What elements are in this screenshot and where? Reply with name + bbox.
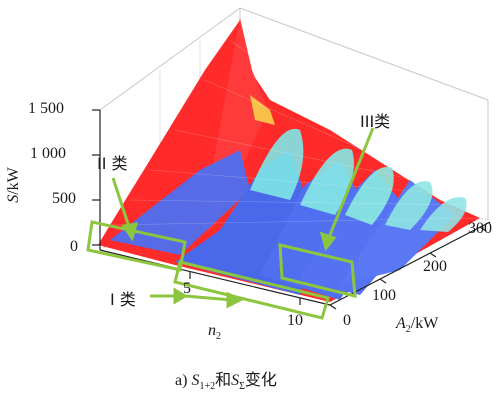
caption-suffix: 变化 xyxy=(244,372,277,389)
z-tick-0: 0 xyxy=(70,238,78,255)
box-class3 xyxy=(278,243,357,298)
z-tick-500: 500 xyxy=(52,190,76,207)
y-axis-label: A2/kW xyxy=(396,315,438,335)
z-axis-unit: /kW xyxy=(4,167,22,195)
x-tick-10: 10 xyxy=(287,312,303,329)
z-tick-1500: 1 500 xyxy=(28,100,64,117)
x-axis-var: n xyxy=(208,322,216,339)
ridge-4 xyxy=(385,181,433,230)
x-tick-5: 5 xyxy=(183,280,191,297)
figure-caption: a) S1+2和SΣ变化 xyxy=(175,366,277,392)
y-tick-200: 200 xyxy=(423,258,447,275)
annotation-arrows xyxy=(111,127,375,309)
surface-blue-valley-4 xyxy=(300,170,420,295)
ridge-1 xyxy=(250,128,304,200)
y-tick-0: 0 xyxy=(343,312,351,329)
box-class1-right xyxy=(173,260,330,320)
caption-s2-sub: Σ xyxy=(239,381,245,393)
y-tick-100: 100 xyxy=(372,287,396,304)
z-axis-var: S xyxy=(4,194,22,203)
box-class1-left xyxy=(86,220,187,272)
y-tick-300: 300 xyxy=(468,220,492,237)
ridge-5 xyxy=(420,197,467,232)
annotation-boxes xyxy=(86,220,357,320)
ridge-2 xyxy=(300,148,354,215)
ridge-yellow xyxy=(250,95,275,125)
caption-s1: S xyxy=(191,372,200,389)
surface-blue-valley-1 xyxy=(110,150,250,255)
x-axis-label: n2 xyxy=(208,322,221,342)
annotation-class3: III类 xyxy=(360,112,391,131)
ridge-3 xyxy=(345,166,394,225)
y-axis-var: A xyxy=(396,315,406,332)
x-axis-sub: 2 xyxy=(216,331,221,343)
y-axis-sub: 2 xyxy=(405,324,411,336)
annotation-class1: I 类 xyxy=(110,290,136,309)
annotation-class2: II 类 xyxy=(97,154,128,173)
surface xyxy=(98,18,481,302)
caption-s1-sub: 1+2 xyxy=(199,381,216,393)
caption-prefix: a) xyxy=(175,372,192,389)
z-tick-1000: 1 000 xyxy=(30,145,66,162)
axis-lines xyxy=(92,109,491,310)
z-axis-label: S/kW xyxy=(5,167,23,203)
caption-mid: 和 xyxy=(215,372,232,389)
y-axis-unit: /kW xyxy=(410,315,439,332)
caption-s2: S xyxy=(231,372,240,389)
surface-mesh xyxy=(109,39,481,226)
